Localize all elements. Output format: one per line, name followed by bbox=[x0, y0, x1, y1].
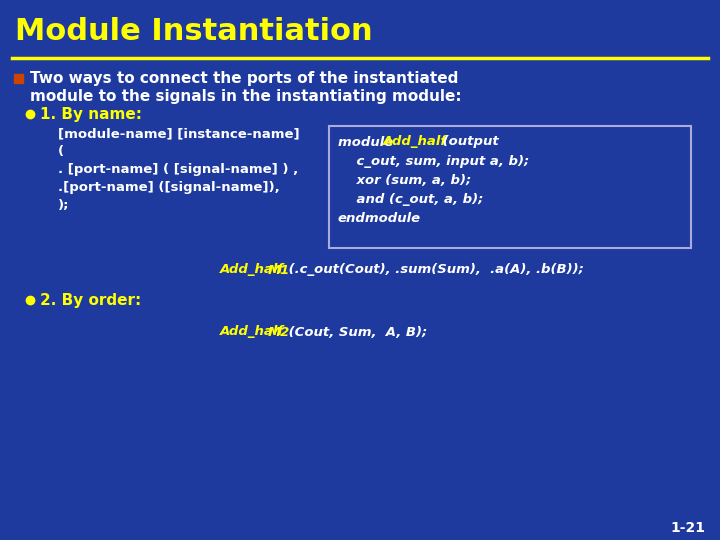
Text: Add_half: Add_half bbox=[383, 136, 447, 148]
Text: (.c_out(Cout), .sum(Sum),  .a(A), .b(B));: (.c_out(Cout), .sum(Sum), .a(A), .b(B)); bbox=[284, 264, 584, 276]
Text: );: ); bbox=[58, 199, 70, 213]
Text: . [port-name] ( [signal-name] ) ,: . [port-name] ( [signal-name] ) , bbox=[58, 164, 298, 177]
Text: M1: M1 bbox=[268, 264, 290, 276]
Text: endmodule: endmodule bbox=[338, 212, 421, 225]
Text: (: ( bbox=[58, 145, 64, 159]
Text: 2. By order:: 2. By order: bbox=[40, 293, 141, 307]
Text: M2: M2 bbox=[268, 326, 290, 339]
FancyBboxPatch shape bbox=[329, 126, 691, 248]
Text: Add_half: Add_half bbox=[220, 264, 289, 276]
Text: 1-21: 1-21 bbox=[670, 521, 705, 535]
Text: Add_half: Add_half bbox=[220, 326, 289, 339]
Text: (Cout, Sum,  A, B);: (Cout, Sum, A, B); bbox=[284, 326, 427, 339]
Text: module to the signals in the instantiating module:: module to the signals in the instantiati… bbox=[30, 89, 462, 104]
Text: Two ways to connect the ports of the instantiated: Two ways to connect the ports of the ins… bbox=[30, 71, 459, 86]
Text: 1. By name:: 1. By name: bbox=[40, 106, 142, 122]
Text: [module-name] [instance-name]: [module-name] [instance-name] bbox=[58, 127, 300, 140]
Text: module: module bbox=[338, 136, 398, 148]
Text: Module Instantiation: Module Instantiation bbox=[15, 17, 373, 46]
Text: (output: (output bbox=[438, 136, 499, 148]
Text: and (c_out, a, b);: and (c_out, a, b); bbox=[338, 192, 483, 206]
Text: c_out, sum, input a, b);: c_out, sum, input a, b); bbox=[338, 154, 529, 167]
Text: .[port-name] ([signal-name]),: .[port-name] ([signal-name]), bbox=[58, 181, 280, 194]
FancyBboxPatch shape bbox=[14, 74, 23, 83]
Text: xor (sum, a, b);: xor (sum, a, b); bbox=[338, 173, 472, 186]
